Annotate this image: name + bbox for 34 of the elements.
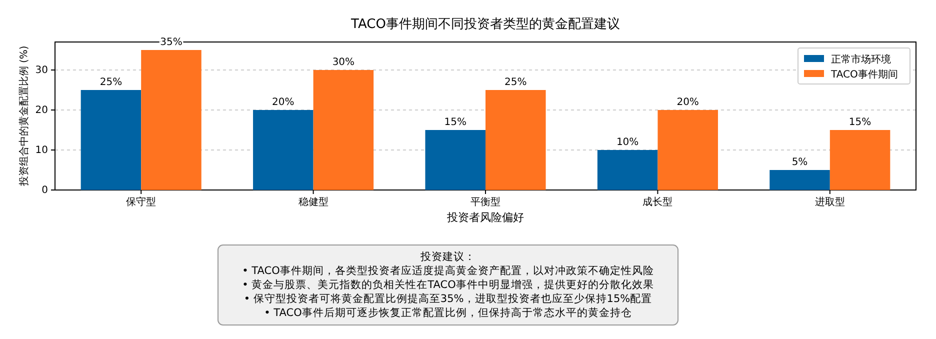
bar bbox=[80, 90, 142, 190]
x-tick-label: 进取型 bbox=[814, 196, 845, 208]
chart-title: TACO事件期间不同投资者类型的黄金配置建议 bbox=[350, 17, 620, 32]
data-label: 5% bbox=[792, 157, 808, 168]
data-label: 15% bbox=[848, 117, 872, 128]
x-tick-label: 稳健型 bbox=[298, 196, 328, 208]
bar bbox=[486, 90, 546, 190]
bar bbox=[141, 50, 202, 190]
legend-label: TACO事件期间 bbox=[830, 68, 898, 80]
bar bbox=[830, 130, 890, 190]
data-label: 30% bbox=[332, 57, 355, 68]
y-tick-label: 30 bbox=[35, 65, 48, 76]
data-label: 20% bbox=[272, 97, 294, 108]
x-tick-label: 平衡型 bbox=[470, 196, 500, 208]
data-label: 10% bbox=[616, 137, 639, 148]
text: 投资建议： • TACO事件期间，各类型投资者应适度提高黄金资产配置，以对冲政策不确定性风险 • 黄金与股票、美元指数的负相关性在TACO事件中明显增强，提供更好的分散化效果 • 保守型投资者可将黄金配置比例提高至35%，进取型投资者也应至少保持15%配置 • TACO事件后期可逐步恢复正常配置比例，但保持高于常态水平的黄金持仓 bbox=[242, 250, 654, 319]
data-label: 25% bbox=[504, 77, 527, 88]
y-tick-label: 20 bbox=[35, 105, 48, 116]
y-axis-title: 投资组合中的黄金配置比例 (%) bbox=[18, 46, 30, 188]
bar bbox=[253, 110, 314, 190]
bar bbox=[597, 150, 658, 190]
bar bbox=[425, 130, 486, 190]
x-tick-label: 保守型 bbox=[126, 196, 156, 208]
bar bbox=[313, 70, 374, 190]
y-tick-label: 10 bbox=[35, 145, 48, 156]
x-axis-title: 投资者风险偏好 bbox=[446, 211, 524, 224]
y-tick-label: 0 bbox=[42, 185, 48, 196]
data-label: 15% bbox=[444, 117, 466, 128]
bar bbox=[770, 170, 830, 190]
x-tick-label: 成长型 bbox=[642, 196, 673, 208]
data-label: 25% bbox=[100, 77, 122, 88]
data-label: 20% bbox=[676, 97, 699, 108]
legend-label: 正常市场环境 bbox=[831, 54, 891, 66]
bar bbox=[658, 110, 718, 190]
